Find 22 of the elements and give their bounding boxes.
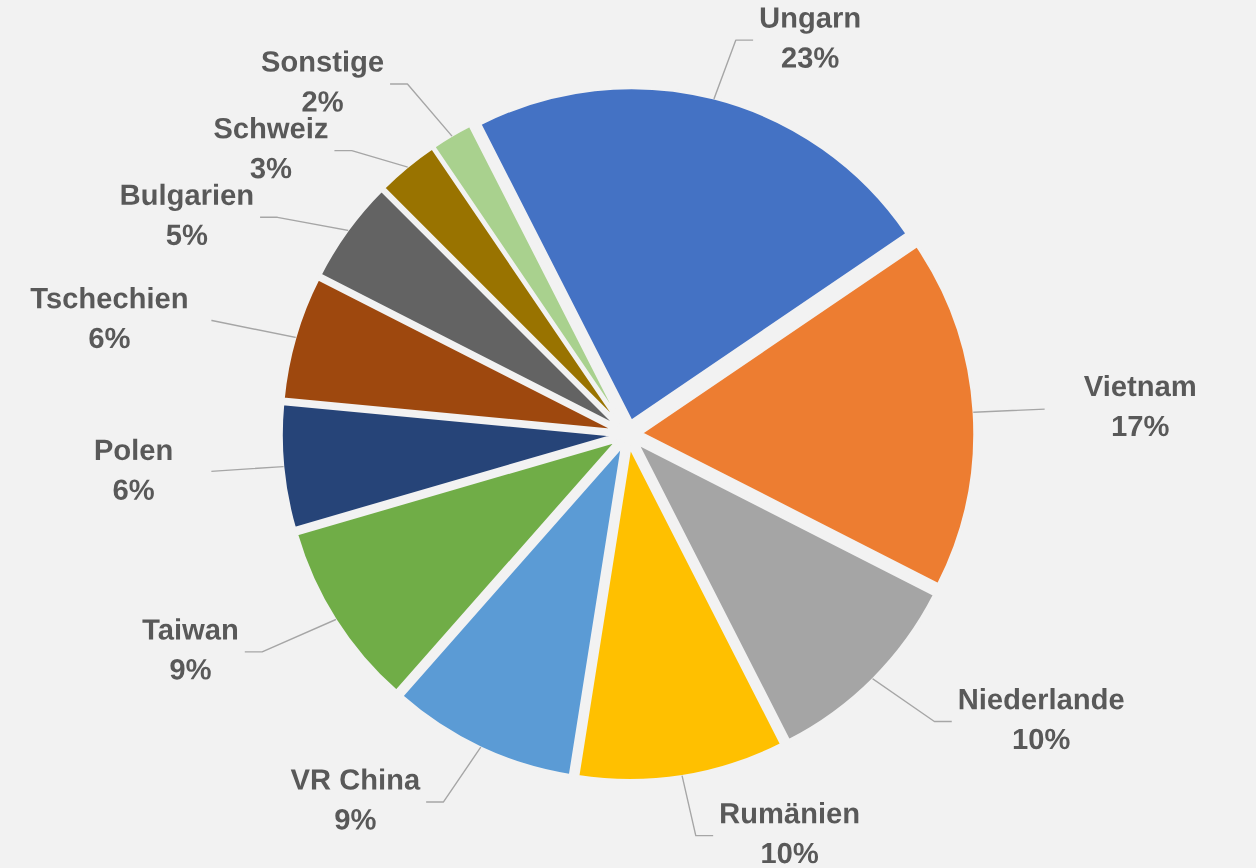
data-label: 9% [335, 809, 376, 830]
data-label: 23% [781, 47, 839, 68]
slice-label: Bulgarien [121, 183, 253, 212]
slice-label: Taiwan [142, 618, 238, 640]
data-label: 17% [1112, 415, 1169, 437]
slice-label: Vietnam [1083, 374, 1195, 397]
slice-label: Tschechien [30, 287, 187, 309]
data-label: 10% [762, 842, 819, 864]
slice-label: Sonstige [261, 50, 384, 78]
data-label: 10% [1013, 728, 1070, 750]
data-label: 9% [170, 659, 211, 680]
data-label: 6% [89, 327, 130, 349]
slice-label: Niederlande [959, 688, 1124, 710]
data-label: 2% [302, 91, 343, 112]
data-label: 3% [250, 157, 292, 179]
slice-label: Rumänien [721, 802, 859, 824]
data-label: 6% [113, 479, 154, 501]
slice-label: Polen [95, 438, 172, 461]
slice-label: VR China [290, 768, 421, 790]
slice-label: Schweiz [214, 117, 328, 139]
slice-label: Ungarn [760, 7, 860, 34]
data-label: 5% [166, 224, 208, 246]
